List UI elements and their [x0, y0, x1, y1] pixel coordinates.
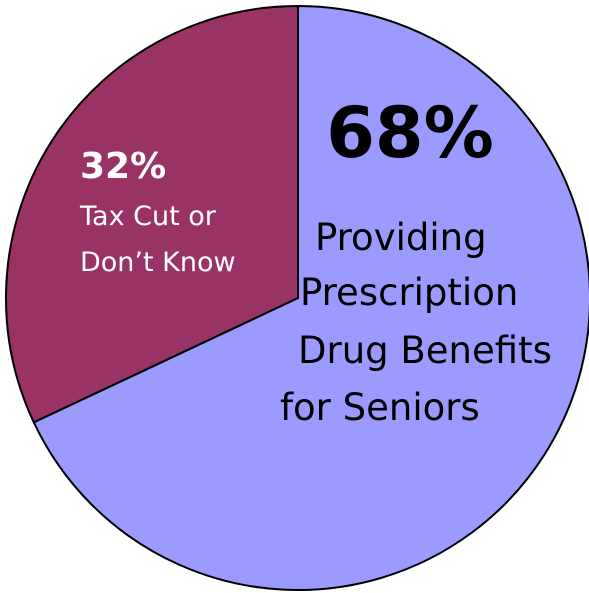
- slice-0-label-line-1: Providing: [315, 216, 487, 259]
- slice-1-label-line-1: Tax Cut or: [79, 201, 217, 232]
- pie-slice-0: [32, 4, 589, 591]
- slice-0-label-line-3: Drug Benefits: [298, 329, 552, 372]
- slice-0-percent-label: 68%: [326, 92, 494, 174]
- pie-slice-1: [5, 4, 299, 424]
- slice-0-label-line-4: for Seniors: [280, 386, 480, 429]
- slice-0-label-line-2: Prescription: [300, 271, 518, 314]
- slice-1-percent-label: 32%: [80, 146, 166, 187]
- slice-1-label-line-2: Don’t Know: [80, 247, 236, 278]
